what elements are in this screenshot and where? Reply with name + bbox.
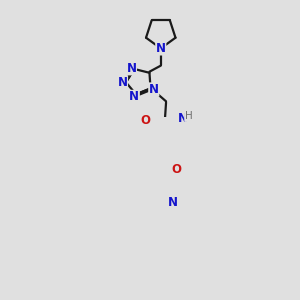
Text: N: N <box>156 42 166 55</box>
Text: O: O <box>172 163 182 176</box>
Text: N: N <box>149 83 159 96</box>
Text: N: N <box>167 196 177 209</box>
Text: N: N <box>118 76 128 89</box>
Text: N: N <box>126 62 136 75</box>
Text: N: N <box>178 112 188 124</box>
Text: N: N <box>129 90 139 104</box>
Text: H: H <box>185 111 193 122</box>
Text: O: O <box>141 114 151 127</box>
